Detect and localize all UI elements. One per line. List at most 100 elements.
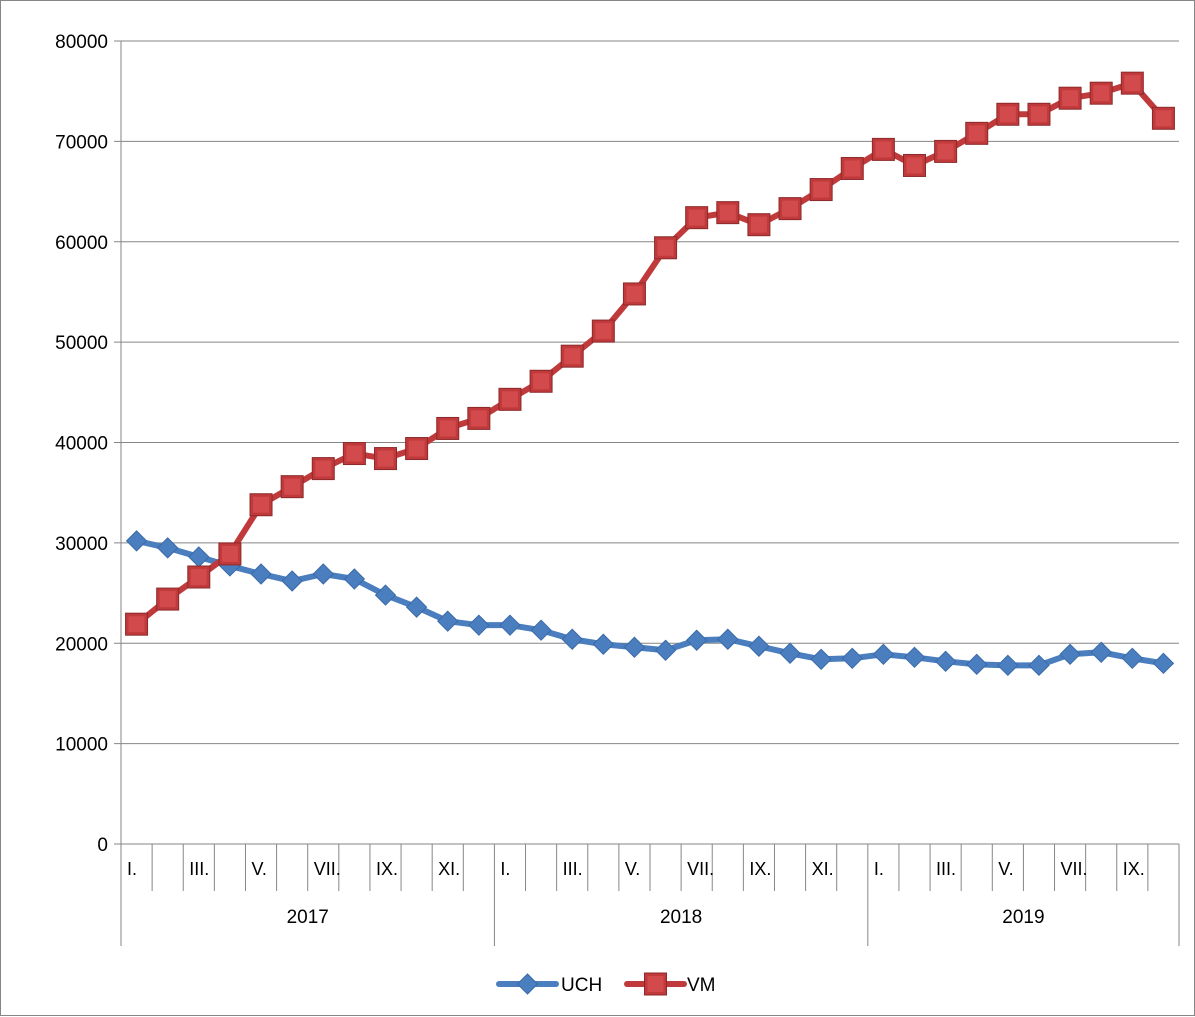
data-point-vm (591, 319, 615, 343)
data-point-uch (125, 530, 148, 552)
square-marker-face (564, 348, 581, 365)
data-point-uch (1121, 647, 1144, 670)
y-tick-label: 70000 (55, 132, 108, 153)
data-point-uch (810, 648, 832, 671)
square-marker-face (657, 239, 674, 256)
y-tick-label: 20000 (55, 634, 108, 655)
square-marker-face (439, 420, 456, 437)
square-marker-face (501, 391, 518, 408)
square-marker-face (999, 106, 1016, 123)
data-point-uch (841, 647, 863, 670)
data-point-vm (529, 369, 553, 393)
series-layer (125, 71, 1175, 677)
data-point-uch (748, 635, 770, 657)
y-tick-label: 10000 (55, 735, 108, 756)
y-tick-label: 0 (97, 835, 108, 856)
x-category-label: V. (251, 859, 266, 879)
x-year-label: 2017 (287, 907, 329, 928)
data-point-vm (716, 201, 740, 225)
square-marker-face (408, 440, 425, 457)
data-point-vm (560, 344, 584, 368)
x-category-label: III. (189, 859, 209, 879)
data-point-uch (1028, 654, 1050, 677)
x-category-label: IX. (376, 859, 398, 879)
square-marker-face (647, 976, 664, 992)
data-point-vm (903, 153, 926, 177)
square-marker-face (719, 204, 736, 221)
square-marker-face (1030, 106, 1047, 123)
series-uch (125, 530, 1175, 677)
square-marker-face (470, 410, 487, 427)
data-point-vm (747, 213, 771, 237)
x-category-label: VII. (687, 859, 714, 879)
x-category-label: VII. (314, 859, 341, 879)
data-point-uch (343, 568, 366, 590)
square-marker-face (968, 125, 985, 142)
square-marker-face (844, 160, 861, 177)
data-point-uch (250, 563, 272, 585)
data-point-vm (809, 178, 833, 202)
data-point-uch (405, 596, 428, 618)
square-marker-face (533, 373, 550, 390)
square-marker-face (813, 181, 830, 198)
data-point-vm (218, 542, 242, 566)
series-line-vm (133, 80, 1167, 628)
x-category-label: I. (500, 859, 510, 879)
data-point-uch (468, 614, 490, 636)
data-point-uch (1090, 641, 1112, 663)
data-point-uch (779, 642, 801, 664)
data-point-vm (685, 206, 709, 230)
x-category-label: V. (625, 859, 640, 879)
gridlines (121, 40, 1179, 745)
data-point-vm (778, 197, 802, 221)
data-point-vm (1027, 102, 1051, 126)
data-point-vm (1151, 106, 1175, 130)
data-point-uch (997, 654, 1019, 677)
data-point-uch (281, 570, 303, 592)
square-marker-face (782, 200, 799, 217)
square-marker-face (159, 591, 176, 608)
data-point-uch (561, 628, 583, 650)
data-point-vm (405, 437, 429, 461)
data-point-uch (685, 629, 708, 651)
data-point-vm (840, 156, 864, 180)
square-marker-face (1062, 90, 1079, 107)
x-category-label: XI. (812, 859, 834, 879)
data-point-uch (188, 546, 210, 568)
data-point-uch (934, 650, 957, 673)
data-point-vm (311, 457, 335, 481)
data-point-uch (1059, 643, 1081, 665)
x-category-label: XI. (438, 859, 460, 879)
square-marker-face (1124, 75, 1141, 92)
square-marker-face (346, 445, 363, 462)
data-point-vm (622, 282, 646, 306)
square-marker-face (906, 157, 923, 174)
series-line-uch (133, 537, 1167, 669)
legend-marker-diamond (516, 973, 539, 995)
data-point-uch (623, 636, 646, 658)
data-point-uch (530, 619, 552, 641)
square-marker-face (937, 143, 954, 160)
x-year-label: 2018 (660, 907, 702, 928)
square-marker-face (626, 285, 643, 302)
data-point-vm (498, 387, 522, 411)
data-point-vm (156, 587, 180, 611)
square-marker-face (253, 496, 270, 513)
data-point-vm (467, 406, 491, 430)
data-point-vm (1058, 86, 1082, 110)
square-marker-face (595, 323, 612, 340)
data-point-vm (249, 493, 273, 517)
data-point-uch (499, 614, 521, 636)
data-point-vm (934, 139, 958, 163)
data-point-uch (312, 563, 334, 585)
y-tick-label: 80000 (55, 32, 108, 53)
data-point-uch (592, 633, 615, 655)
data-point-vm (996, 102, 1020, 126)
data-point-vm (374, 447, 397, 471)
x-year-label: 2019 (1002, 907, 1044, 928)
data-point-uch (903, 646, 926, 669)
data-point-vm (871, 137, 895, 161)
data-point-uch (872, 643, 895, 665)
